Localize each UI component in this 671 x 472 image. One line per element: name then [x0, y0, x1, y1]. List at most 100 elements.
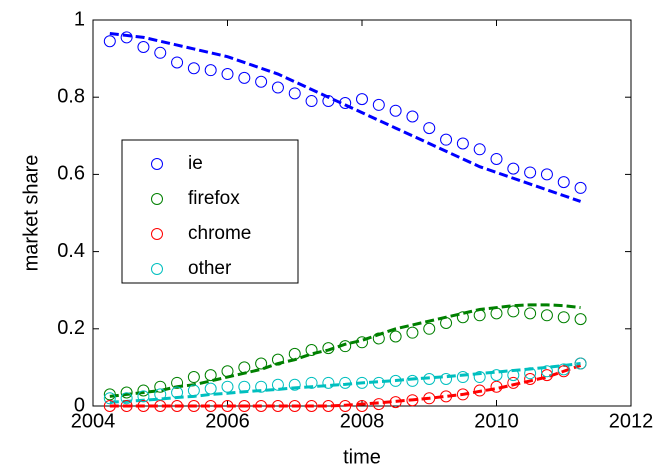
- data-point: [305, 344, 318, 357]
- data-point: [271, 81, 284, 94]
- data-point: [288, 400, 301, 412]
- data-point: [490, 307, 503, 320]
- data-point: [120, 31, 133, 44]
- data-point: [187, 400, 200, 412]
- data-point: [456, 371, 469, 384]
- data-point: [524, 367, 537, 380]
- x-tick-label: 2008: [340, 410, 385, 432]
- legend-marker: [151, 158, 163, 170]
- data-point: [456, 388, 469, 401]
- data-point: [255, 357, 268, 370]
- y-tick-label: 0.8: [57, 85, 85, 107]
- data-point: [221, 365, 234, 378]
- legend-marker: [151, 228, 163, 240]
- data-point: [440, 133, 453, 146]
- data-point: [322, 400, 335, 412]
- data-point: [187, 384, 200, 397]
- data-point: [372, 332, 385, 345]
- data-point: [238, 380, 251, 393]
- legend-label: chrome: [188, 223, 251, 244]
- data-point: [137, 41, 150, 54]
- data-point: [154, 380, 167, 393]
- data-point: [103, 388, 116, 401]
- legend-marker: [151, 193, 163, 205]
- data-point: [221, 380, 234, 393]
- data-point: [490, 380, 503, 393]
- data-point: [507, 376, 520, 389]
- data-point: [423, 372, 436, 385]
- legend-label: firefox: [188, 188, 240, 209]
- data-point: [574, 357, 587, 370]
- data-point: [271, 353, 284, 366]
- data-point: [339, 376, 352, 389]
- data-point: [490, 152, 503, 165]
- data-point: [456, 311, 469, 324]
- data-point: [389, 396, 402, 409]
- data-point: [137, 384, 150, 397]
- data-point: [238, 361, 251, 374]
- data-point: [120, 400, 133, 412]
- data-point: [204, 400, 217, 412]
- data-point: [238, 71, 251, 84]
- legend-marker: [151, 263, 163, 275]
- data-point: [204, 369, 217, 382]
- data-point: [372, 376, 385, 389]
- x-tick-label: 2012: [609, 410, 654, 432]
- data-point: [389, 330, 402, 343]
- data-point: [120, 386, 133, 399]
- data-point: [423, 322, 436, 335]
- y-tick-label: 0: [74, 394, 85, 416]
- data-point: [406, 374, 419, 387]
- y-tick-label: 0.6: [57, 163, 85, 185]
- data-point: [540, 168, 553, 181]
- x-tick-label: 2004: [71, 410, 116, 432]
- data-point: [120, 392, 133, 405]
- data-point: [574, 181, 587, 194]
- y-tick-label: 1: [74, 8, 85, 30]
- data-point: [356, 376, 368, 389]
- data-point: [339, 96, 352, 109]
- data-point: [288, 87, 301, 100]
- data-point: [204, 382, 217, 395]
- data-point: [339, 340, 352, 353]
- data-point: [238, 400, 251, 412]
- data-point: [187, 62, 200, 75]
- data-point: [221, 400, 234, 412]
- fit-line: [109, 303, 581, 398]
- data-point: [255, 400, 268, 412]
- data-point: [524, 307, 537, 320]
- data-point: [204, 64, 217, 77]
- fit-line: [109, 32, 582, 203]
- data-point: [255, 380, 268, 393]
- data-point: [171, 376, 184, 389]
- data-point: [524, 372, 537, 385]
- data-point: [557, 363, 570, 376]
- data-point: [473, 384, 486, 397]
- data-point: [406, 326, 419, 339]
- data-point: [473, 371, 486, 384]
- data-point: [440, 317, 453, 330]
- data-point: [440, 372, 453, 385]
- x-tick-label: 2010: [474, 410, 519, 432]
- data-point: [507, 162, 520, 175]
- fit-line: [109, 362, 581, 404]
- data-point: [221, 68, 234, 81]
- data-point: [137, 400, 150, 412]
- data-point: [473, 309, 486, 322]
- data-point: [137, 390, 150, 403]
- data-point: [473, 143, 486, 156]
- data-point: [389, 374, 402, 387]
- data-point: [171, 386, 184, 399]
- data-point: [557, 176, 570, 189]
- data-point: [356, 336, 368, 349]
- data-point: [271, 400, 284, 412]
- data-point: [322, 95, 335, 108]
- data-point: [171, 400, 184, 412]
- data-point: [524, 166, 537, 179]
- data-point: [322, 342, 335, 355]
- data-point: [103, 35, 116, 48]
- data-point: [288, 378, 301, 391]
- data-point: [456, 137, 469, 150]
- data-point: [389, 104, 402, 117]
